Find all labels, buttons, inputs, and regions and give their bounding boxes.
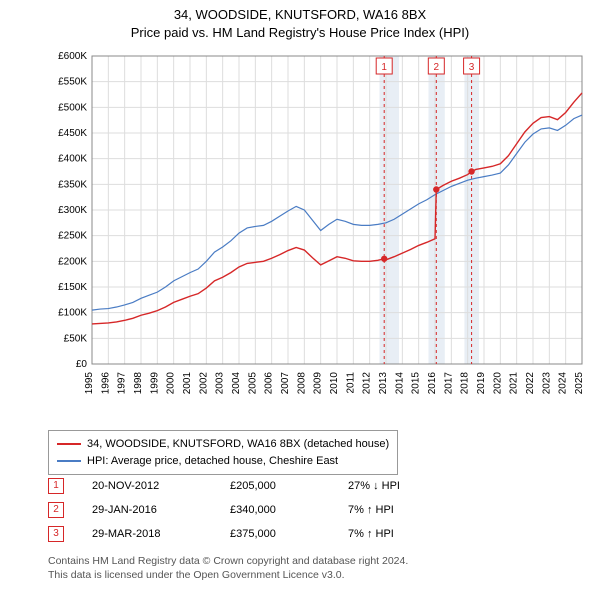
price-chart: £0 £50K £100K £150K £200K £250K £300K £350K £400…: [48, 50, 588, 420]
svg-text:1995: 1995: [84, 372, 95, 395]
svg-text:1997: 1997: [117, 372, 128, 395]
svg-text:2018: 2018: [460, 372, 471, 395]
svg-text:£200K: £200K: [58, 256, 87, 267]
event-price: £375,000: [230, 528, 320, 540]
event-delta: 27% ↓ HPI: [348, 480, 400, 492]
event-price: £340,000: [230, 504, 320, 516]
svg-text:2: 2: [434, 62, 440, 73]
svg-text:2004: 2004: [231, 372, 242, 395]
svg-text:1: 1: [381, 62, 387, 73]
svg-text:2010: 2010: [329, 372, 340, 395]
svg-text:2023: 2023: [541, 372, 552, 395]
svg-text:2012: 2012: [362, 372, 373, 395]
event-row: 2 29-JAN-2016 £340,000 7% ↑ HPI: [48, 502, 400, 518]
svg-text:2009: 2009: [313, 372, 324, 395]
legend-label: HPI: Average price, detached house, Ches…: [87, 453, 338, 470]
svg-text:£600K: £600K: [58, 51, 87, 62]
event-row: 1 20-NOV-2012 £205,000 27% ↓ HPI: [48, 478, 400, 494]
svg-text:2008: 2008: [296, 372, 307, 395]
svg-text:£250K: £250K: [58, 231, 87, 242]
attribution-footer: Contains HM Land Registry data © Crown c…: [48, 554, 408, 582]
svg-text:2011: 2011: [345, 372, 356, 394]
event-date: 20-NOV-2012: [92, 480, 202, 492]
event-date: 29-MAR-2018: [92, 528, 202, 540]
svg-text:2001: 2001: [182, 372, 193, 395]
svg-text:2016: 2016: [427, 372, 438, 395]
svg-text:2003: 2003: [215, 372, 226, 395]
footer-line1: Contains HM Land Registry data © Crown c…: [48, 554, 408, 568]
svg-text:2000: 2000: [166, 372, 177, 395]
sale-events: 1 20-NOV-2012 £205,000 27% ↓ HPI 2 29-JAN-201…: [48, 478, 400, 550]
svg-text:2005: 2005: [247, 372, 258, 395]
svg-text:£350K: £350K: [58, 179, 87, 190]
svg-text:2024: 2024: [558, 372, 569, 395]
chart-title: 34, WOODSIDE, KNUTSFORD, WA16 8BX Price …: [0, 0, 600, 41]
svg-text:2007: 2007: [280, 372, 291, 395]
svg-text:2015: 2015: [411, 372, 422, 395]
svg-text:£400K: £400K: [58, 154, 87, 165]
legend: 34, WOODSIDE, KNUTSFORD, WA16 8BX (detac…: [48, 430, 398, 475]
legend-label: 34, WOODSIDE, KNUTSFORD, WA16 8BX (detac…: [87, 436, 389, 453]
svg-text:£500K: £500K: [58, 102, 87, 113]
event-price: £205,000: [230, 480, 320, 492]
svg-text:1999: 1999: [149, 372, 160, 395]
svg-text:2006: 2006: [264, 372, 275, 395]
svg-text:2021: 2021: [509, 372, 520, 395]
svg-text:2014: 2014: [394, 372, 405, 395]
svg-text:£0: £0: [76, 359, 88, 370]
svg-text:£450K: £450K: [58, 128, 87, 139]
svg-text:£100K: £100K: [58, 308, 87, 319]
legend-swatch: [57, 443, 81, 445]
event-marker: 3: [48, 526, 64, 542]
legend-swatch: [57, 460, 81, 462]
svg-text:2017: 2017: [443, 372, 454, 395]
svg-text:2002: 2002: [198, 372, 209, 395]
event-delta: 7% ↑ HPI: [348, 504, 394, 516]
title-line1: 34, WOODSIDE, KNUTSFORD, WA16 8BX: [0, 6, 600, 24]
svg-text:2020: 2020: [492, 372, 503, 395]
svg-text:1996: 1996: [100, 372, 111, 395]
event-delta: 7% ↑ HPI: [348, 528, 394, 540]
svg-text:£50K: £50K: [64, 333, 88, 344]
svg-text:£150K: £150K: [58, 282, 87, 293]
svg-text:3: 3: [469, 62, 475, 73]
svg-text:2019: 2019: [476, 372, 487, 395]
event-marker: 1: [48, 478, 64, 494]
event-date: 29-JAN-2016: [92, 504, 202, 516]
svg-text:2013: 2013: [378, 372, 389, 395]
event-marker: 2: [48, 502, 64, 518]
legend-row: 34, WOODSIDE, KNUTSFORD, WA16 8BX (detac…: [57, 436, 389, 453]
svg-text:2025: 2025: [574, 372, 585, 395]
event-row: 3 29-MAR-2018 £375,000 7% ↑ HPI: [48, 526, 400, 542]
svg-text:2022: 2022: [525, 372, 536, 395]
title-line2: Price paid vs. HM Land Registry's House …: [0, 24, 600, 42]
svg-text:£300K: £300K: [58, 205, 87, 216]
svg-text:£550K: £550K: [58, 77, 87, 88]
legend-row: HPI: Average price, detached house, Ches…: [57, 453, 389, 470]
footer-line2: This data is licensed under the Open Gov…: [48, 568, 408, 582]
svg-text:1998: 1998: [133, 372, 144, 395]
